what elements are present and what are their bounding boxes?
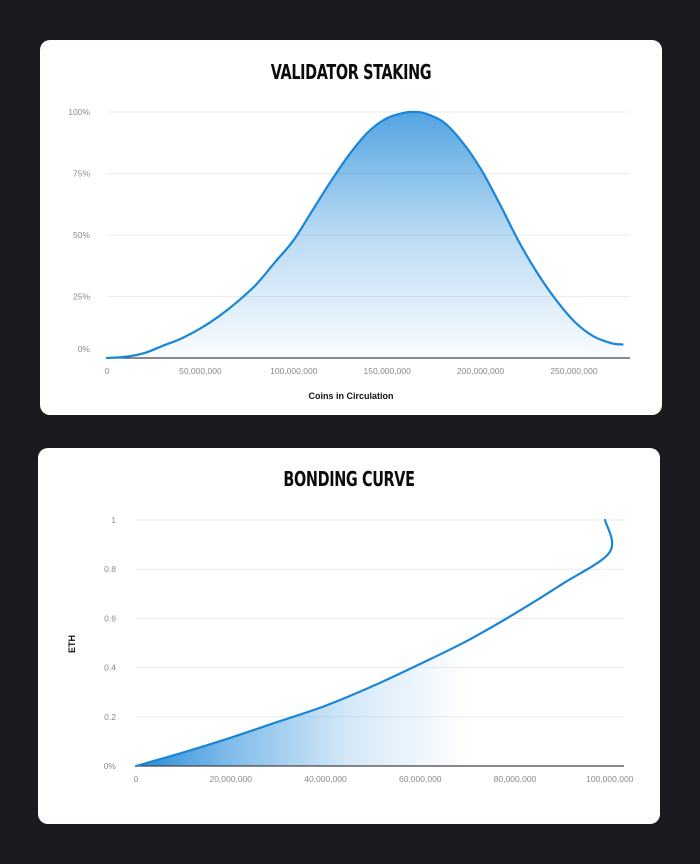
x-axis-title: Coins in Circulation [308, 391, 393, 401]
x-tick-label: 40,000,000 [304, 774, 347, 784]
x-tick-label: 0 [105, 366, 110, 376]
series-area [136, 520, 613, 766]
x-tick-label: 200,000,000 [457, 366, 505, 376]
series-area [107, 111, 623, 359]
x-tick-label: 0 [134, 774, 139, 784]
bonding-curve-card: BONDING CURVE 0% 0.2 0.4 0.6 0.8 1 0 20,000,000… [38, 448, 660, 824]
validator-staking-card: VALIDATOR STAKING 0% 25% 50% 75% 100% 0 50,000… [40, 40, 662, 415]
series-line [134, 518, 614, 768]
x-tick-label: 60,000,000 [399, 774, 442, 784]
y-tick-label: 25% [73, 292, 90, 302]
chart-title: VALIDATOR STAKING [270, 60, 432, 84]
y-tick-label: 75% [73, 169, 90, 179]
y-tick-label: 50% [73, 230, 90, 240]
y-tick-label: 100% [68, 107, 90, 117]
y-tick-label: 0% [104, 761, 117, 771]
y-tick-label: 0.4 [104, 663, 116, 673]
x-tick-label: 150,000,000 [364, 366, 412, 376]
y-tick-label: 1 [111, 515, 116, 525]
bonding-curve-chart: 0% 0.2 0.4 0.6 0.8 1 0 20,000,000 40,000,000 60,0… [67, 515, 634, 784]
x-tick-label: 100,000,000 [270, 366, 318, 376]
x-tick-label: 80,000,000 [494, 774, 537, 784]
y-tick-label: 0.2 [104, 712, 116, 722]
y-tick-label: 0.6 [104, 613, 116, 623]
x-tick-label: 20,000,000 [209, 774, 252, 784]
x-tick-label: 250,000,000 [550, 366, 598, 376]
y-axis-title: ETH [67, 635, 77, 653]
series-line [105, 110, 624, 360]
x-tick-label: 50,000,000 [179, 366, 222, 376]
y-tick-label: 0% [78, 344, 91, 354]
validator-staking-chart: 0% 25% 50% 75% 100% 0 50,000,000 100,000,000 150… [68, 107, 630, 401]
x-tick-label: 100,000,000 [586, 774, 634, 784]
chart-title: BONDING CURVE [283, 467, 415, 491]
y-tick-label: 0.8 [104, 564, 116, 574]
